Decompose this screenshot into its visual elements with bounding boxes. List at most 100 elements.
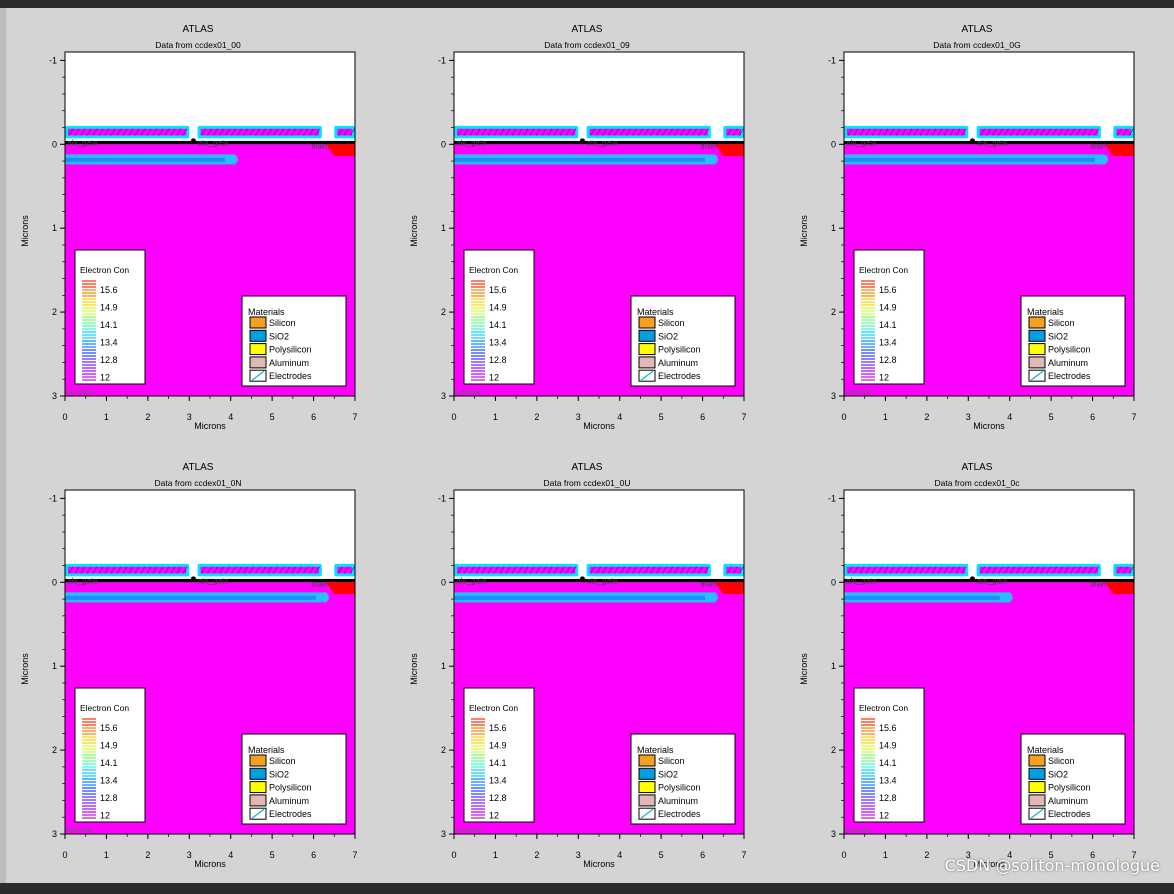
y-tick-label: 0 bbox=[831, 139, 836, 149]
electron-legend-value: 14.1 bbox=[100, 758, 118, 768]
material-swatch bbox=[250, 330, 266, 341]
channel-contour-inner bbox=[454, 596, 705, 600]
electron-legend-value: 13.4 bbox=[489, 776, 507, 786]
material-label: Aluminum bbox=[658, 358, 698, 368]
materials-legend-title: Materials bbox=[248, 307, 285, 317]
x-axis-label: Microns bbox=[194, 421, 226, 431]
material-label: Polysilicon bbox=[1048, 783, 1091, 793]
gate-gap-marker bbox=[191, 576, 196, 581]
material-swatch bbox=[250, 755, 266, 766]
chart-subtitle: Data from ccdex01_0G bbox=[933, 40, 1020, 50]
label-drain: drain bbox=[701, 143, 717, 150]
x-tick-label: 0 bbox=[841, 412, 846, 422]
y-tick-label: 2 bbox=[831, 307, 836, 317]
materials-legend-title: Materials bbox=[637, 307, 674, 317]
electron-legend-value: 14.1 bbox=[489, 758, 507, 768]
x-tick-label: 3 bbox=[187, 850, 192, 860]
electron-legend-value: 15.6 bbox=[879, 285, 897, 295]
electron-legend-value: 13.4 bbox=[100, 338, 118, 348]
electron-legend-value: 13.4 bbox=[489, 338, 507, 348]
chart-title: ATLAS bbox=[962, 24, 993, 35]
material-label: Electrodes bbox=[1048, 371, 1091, 381]
material-label: Electrodes bbox=[269, 371, 312, 381]
material-label: Electrodes bbox=[1048, 809, 1091, 819]
materials-legend: MaterialsSiliconSiO2PolysiliconAluminumE… bbox=[242, 296, 346, 386]
material-swatch bbox=[1029, 782, 1045, 793]
x-tick-label: 0 bbox=[451, 850, 456, 860]
x-tick-label: 2 bbox=[534, 850, 539, 860]
chart-title: ATLAS bbox=[572, 462, 603, 473]
material-swatch bbox=[1029, 357, 1045, 368]
electron-legend-value: 12 bbox=[489, 373, 499, 383]
x-tick-label: 6 bbox=[700, 850, 705, 860]
label-gate-1: ale_gate bbox=[846, 138, 877, 147]
material-label: Silicon bbox=[1048, 756, 1075, 766]
material-label: Polysilicon bbox=[658, 783, 701, 793]
material-swatch bbox=[1029, 795, 1045, 806]
y-tick-label: 3 bbox=[52, 391, 57, 401]
label-drain: drain bbox=[312, 581, 328, 588]
x-tick-label: 7 bbox=[1131, 412, 1136, 422]
electron-legend-value: 12 bbox=[100, 811, 110, 821]
x-tick-label: 1 bbox=[883, 412, 888, 422]
electron-legend-title: Electron Con bbox=[469, 265, 518, 275]
electron-legend-title: Electron Con bbox=[469, 703, 518, 713]
y-tick-label: 2 bbox=[441, 745, 446, 755]
y-tick-label: -1 bbox=[438, 493, 446, 503]
y-tick-label: 0 bbox=[441, 577, 446, 587]
y-tick-label: -1 bbox=[438, 55, 446, 65]
label-substrate: substrate bbox=[66, 389, 93, 396]
electron-legend-value: 12.8 bbox=[489, 355, 507, 365]
gate-gap-marker bbox=[580, 576, 585, 581]
x-tick-label: 2 bbox=[534, 412, 539, 422]
chart-subtitle: Data from ccdex01_0U bbox=[544, 478, 631, 488]
material-swatch bbox=[1029, 330, 1045, 341]
y-axis-label: Microns bbox=[409, 653, 419, 685]
x-tick-label: 2 bbox=[924, 850, 929, 860]
x-tick-label: 0 bbox=[62, 850, 67, 860]
x-tick-label: 5 bbox=[270, 850, 275, 860]
y-tick-label: 2 bbox=[831, 745, 836, 755]
electron-legend-title: Electron Con bbox=[859, 703, 908, 713]
x-tick-label: 4 bbox=[228, 850, 233, 860]
x-tick-label: 0 bbox=[451, 412, 456, 422]
x-tick-label: 3 bbox=[187, 412, 192, 422]
label-gate-1: ale_gate bbox=[67, 576, 98, 585]
material-swatch bbox=[250, 317, 266, 328]
y-tick-label: 1 bbox=[52, 661, 57, 671]
material-label: Electrodes bbox=[658, 809, 701, 819]
material-label: Aluminum bbox=[269, 358, 309, 368]
channel-contour-inner bbox=[844, 158, 1095, 162]
electron-legend-value: 14.1 bbox=[489, 320, 507, 330]
channel-contour-inner bbox=[65, 158, 225, 162]
chart-title: ATLAS bbox=[183, 24, 214, 35]
electron-legend-value: 14.9 bbox=[879, 303, 897, 313]
y-axis-label: Microns bbox=[799, 653, 809, 685]
x-tick-label: 2 bbox=[145, 850, 150, 860]
y-tick-label: 3 bbox=[52, 829, 57, 839]
electron-legend-title: Electron Con bbox=[859, 265, 908, 275]
y-axis-label: Microns bbox=[20, 653, 30, 685]
materials-legend-title: Materials bbox=[1027, 307, 1064, 317]
electron-legend-title: Electron Con bbox=[80, 265, 129, 275]
materials-legend: MaterialsSiliconSiO2PolysiliconAluminumE… bbox=[631, 734, 735, 824]
material-swatch bbox=[639, 344, 655, 355]
channel-contour-inner bbox=[844, 596, 1000, 600]
label-gate-1: ale_gate bbox=[456, 576, 487, 585]
x-tick-label: 6 bbox=[311, 850, 316, 860]
label-substrate: substrate bbox=[845, 827, 872, 834]
y-tick-label: 3 bbox=[831, 829, 836, 839]
x-tick-label: 6 bbox=[311, 412, 316, 422]
y-tick-label: -1 bbox=[49, 55, 57, 65]
x-tick-label: 0 bbox=[841, 850, 846, 860]
electron-legend-value: 12 bbox=[489, 811, 499, 821]
y-tick-label: 1 bbox=[441, 661, 446, 671]
materials-legend-title: Materials bbox=[637, 745, 674, 755]
